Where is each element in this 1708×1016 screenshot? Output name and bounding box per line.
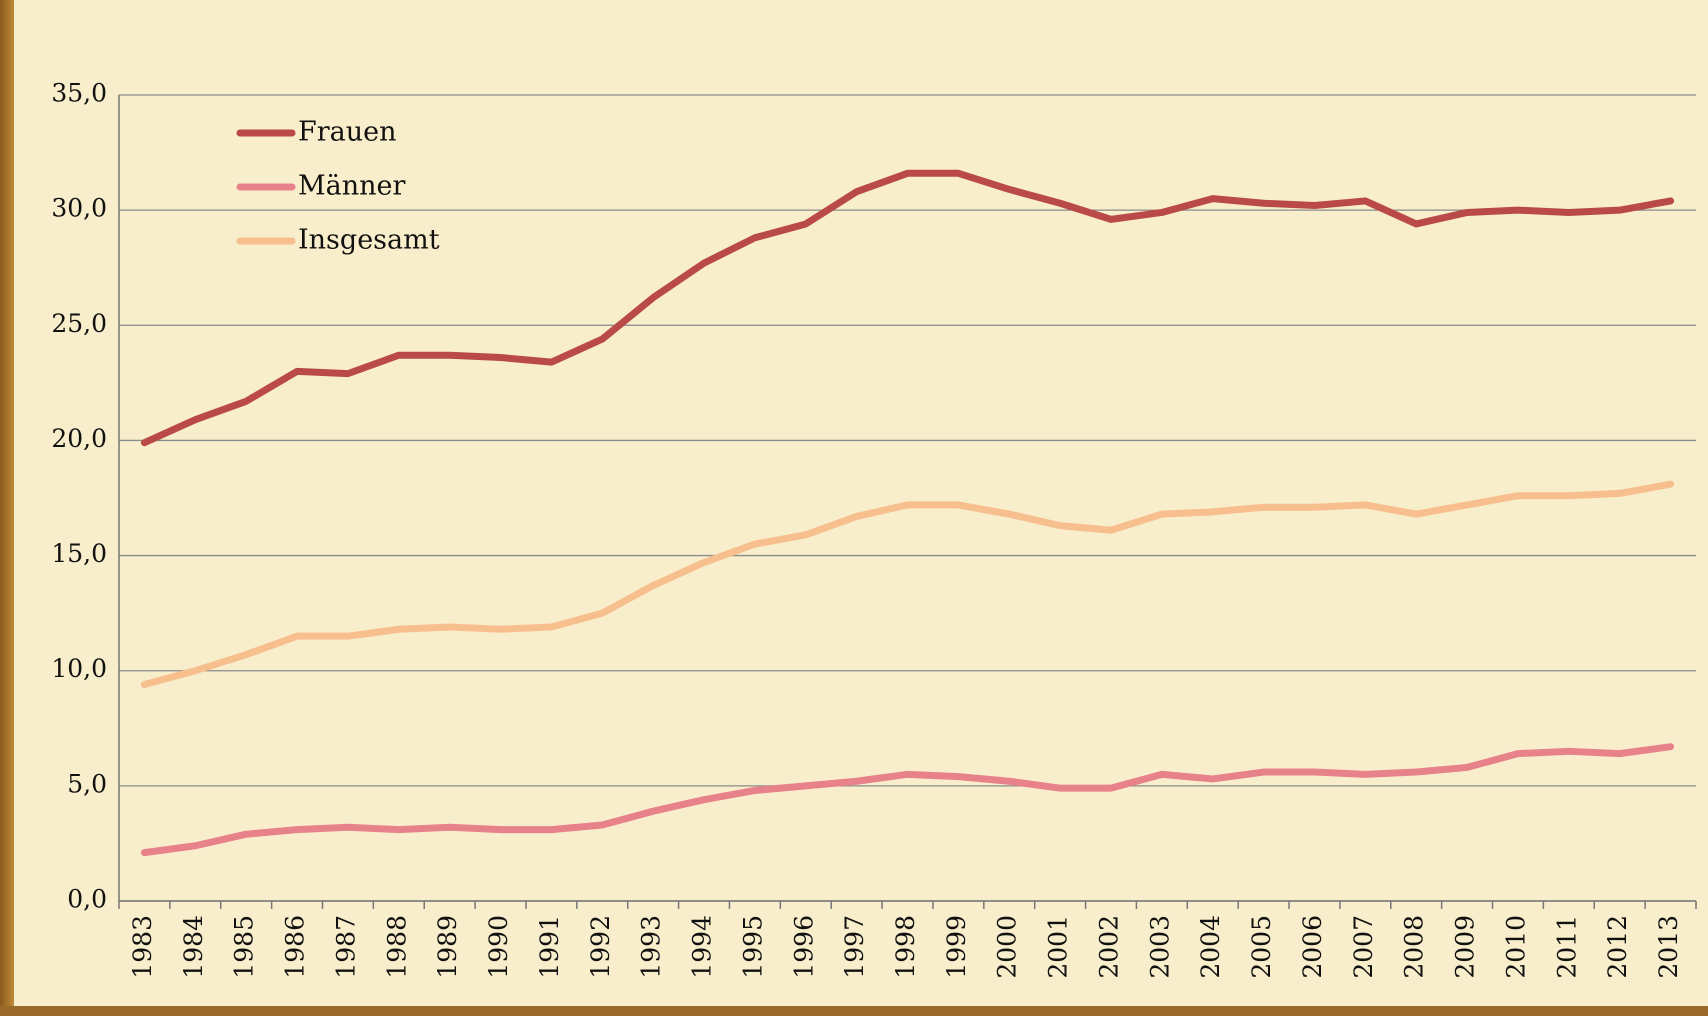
border bbox=[0, 0, 14, 1016]
x-tick-label: 2012 bbox=[1603, 915, 1632, 979]
y-tick-label: 0,0 bbox=[67, 885, 107, 914]
x-tick-label: 2001 bbox=[1044, 915, 1073, 979]
x-tick-label: 1998 bbox=[891, 915, 920, 979]
y-tick-label: 15,0 bbox=[51, 539, 107, 568]
x-tick-label: 1999 bbox=[942, 915, 971, 979]
y-tick-label: 10,0 bbox=[51, 654, 107, 683]
y-tick-label: 30,0 bbox=[51, 194, 107, 223]
legend-label: Frauen bbox=[298, 117, 397, 148]
y-tick-label: 20,0 bbox=[51, 424, 107, 453]
x-tick-label: 1984 bbox=[179, 915, 208, 979]
line-series bbox=[140, 169, 1675, 447]
x-tick-label: 2005 bbox=[1247, 915, 1276, 979]
x-tick-label: 2006 bbox=[1298, 915, 1327, 979]
x-tick-label: 1996 bbox=[789, 915, 818, 979]
x-tick-label: 2011 bbox=[1552, 915, 1581, 979]
x-tick-label: 2009 bbox=[1451, 915, 1480, 979]
x-tick-label: 1995 bbox=[738, 915, 767, 979]
x-tick-label: 1983 bbox=[128, 915, 157, 979]
border bbox=[0, 1006, 1708, 1016]
line-series bbox=[140, 480, 1675, 689]
x-tick-label: 1997 bbox=[840, 915, 869, 979]
x-tick-label: 1985 bbox=[230, 915, 259, 979]
x-tick-label: 1993 bbox=[637, 915, 666, 979]
x-tick-label: 2010 bbox=[1501, 915, 1530, 979]
x-tick-label: 1991 bbox=[535, 915, 564, 979]
y-tick-label: 25,0 bbox=[51, 309, 107, 338]
y-tick-label: 5,0 bbox=[67, 769, 107, 798]
x-tick-label: 1987 bbox=[331, 915, 360, 979]
legend-label: Männer bbox=[298, 171, 406, 202]
x-tick-label: 1990 bbox=[484, 915, 513, 979]
x-tick-label: 1988 bbox=[382, 915, 411, 979]
x-tick-label: 2000 bbox=[993, 915, 1022, 979]
legend-label: Insgesamt bbox=[298, 225, 440, 256]
x-tick-label: 1989 bbox=[433, 915, 462, 979]
x-tick-label: 1992 bbox=[586, 915, 615, 979]
x-tick-label: 1994 bbox=[688, 915, 717, 979]
y-tick-label: 35,0 bbox=[51, 79, 107, 108]
x-tick-label: 2003 bbox=[1145, 915, 1174, 979]
x-tick-label: 2004 bbox=[1196, 915, 1225, 979]
x-tick-label: 2013 bbox=[1654, 915, 1683, 979]
x-tick-label: 2002 bbox=[1094, 915, 1123, 979]
x-tick-label: 2007 bbox=[1349, 915, 1378, 979]
x-tick-label: 2008 bbox=[1400, 915, 1429, 979]
line-series bbox=[140, 743, 1675, 857]
x-tick-label: 1986 bbox=[281, 915, 310, 979]
